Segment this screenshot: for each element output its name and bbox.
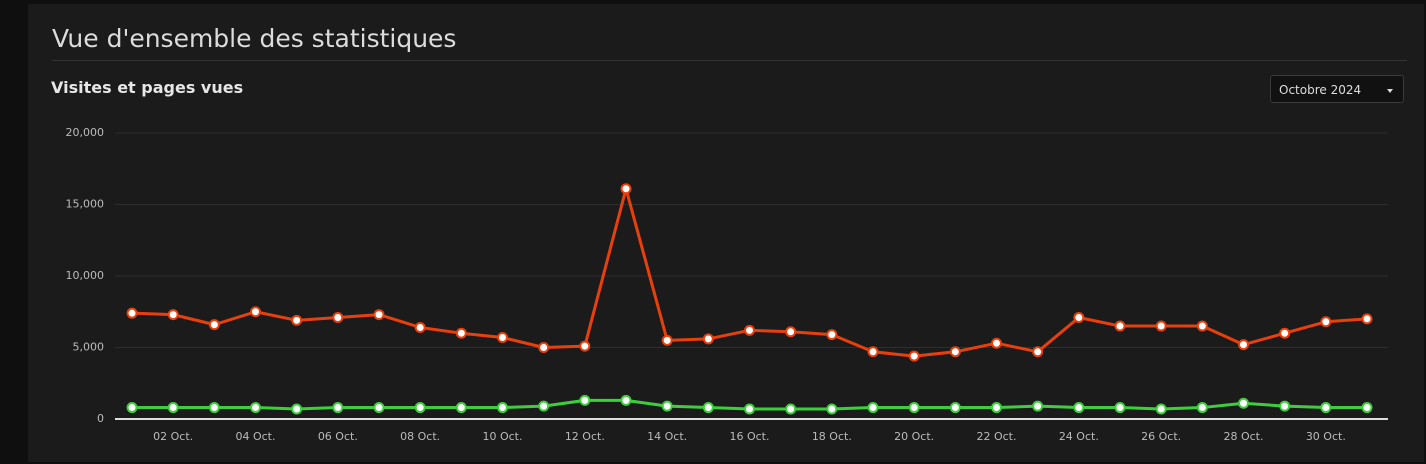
point: [1155, 403, 1167, 415]
point: [373, 402, 385, 414]
x-tick-label: 10 Oct.: [482, 430, 522, 443]
point: [579, 394, 591, 406]
x-tick-label: 24 Oct.: [1059, 430, 1099, 443]
point: [373, 309, 385, 321]
point: [208, 402, 220, 414]
point: [455, 402, 467, 414]
point: [867, 402, 879, 414]
point: [332, 311, 344, 323]
point: [208, 319, 220, 331]
period-select[interactable]: Octobre 2024: [1270, 75, 1404, 103]
x-tick-label: 02 Oct.: [153, 430, 193, 443]
point: [744, 403, 755, 415]
x-tick-label: 14 Oct.: [647, 430, 687, 443]
point: [250, 402, 261, 414]
point: [1361, 313, 1373, 325]
point: [167, 309, 179, 321]
point: [1032, 400, 1044, 412]
point: [867, 346, 879, 358]
x-tick-label: 20 Oct.: [894, 430, 934, 443]
y-tick-label: 5,000: [73, 341, 105, 354]
point: [1196, 320, 1208, 332]
point: [785, 403, 797, 415]
point: [661, 400, 673, 412]
point: [991, 402, 1002, 414]
x-tick-label: 28 Oct.: [1223, 430, 1263, 443]
page-title: Vue d'ensemble des statistiques: [52, 24, 457, 53]
y-tick-label: 20,000: [66, 126, 105, 139]
point: [1073, 402, 1085, 414]
x-tick-label: 04 Oct.: [235, 430, 275, 443]
point: [538, 342, 550, 353]
point: [620, 394, 632, 406]
point: [1114, 402, 1126, 414]
point: [1320, 316, 1332, 328]
y-tick-label: 15,000: [66, 198, 105, 211]
point: [620, 183, 632, 195]
point: [1032, 346, 1044, 358]
point: [1279, 400, 1291, 412]
y-tick-label: 10,000: [66, 269, 105, 282]
x-tick-label: 26 Oct.: [1141, 430, 1181, 443]
point: [702, 402, 714, 414]
point: [579, 340, 591, 352]
x-tick-label: 16 Oct.: [729, 430, 769, 443]
point: [414, 402, 426, 414]
point: [991, 337, 1002, 349]
x-tick-label: 12 Oct.: [565, 430, 605, 443]
point: [1155, 320, 1167, 332]
x-tick-label: 18 Oct.: [812, 430, 852, 443]
y-tick-label: 0: [97, 412, 104, 425]
point: [126, 402, 138, 414]
point: [1238, 339, 1249, 351]
point: [908, 402, 920, 414]
point: [826, 403, 838, 415]
point: [1320, 402, 1332, 414]
point: [167, 402, 179, 414]
point: [661, 334, 673, 346]
point: [538, 400, 550, 412]
x-tick-label: 08 Oct.: [400, 430, 440, 443]
point: [497, 331, 508, 343]
x-tick-label: 06 Oct.: [318, 430, 358, 443]
point: [126, 307, 138, 319]
point: [291, 314, 303, 326]
point: [1361, 402, 1373, 414]
x-tick-label: 22 Oct.: [976, 430, 1016, 443]
chart-title: Visites et pages vues: [51, 78, 244, 97]
point: [1196, 402, 1208, 414]
point: [497, 402, 508, 414]
panel: Vue d'ensemble des statistiques Visites …: [28, 4, 1424, 462]
point: [908, 350, 920, 362]
separator: [52, 60, 1407, 61]
point: [1114, 320, 1126, 332]
x-tick-label: 30 Oct.: [1306, 430, 1346, 443]
point: [250, 306, 261, 318]
point: [414, 321, 426, 333]
point: [949, 346, 961, 358]
point: [455, 327, 467, 339]
point: [1238, 397, 1249, 409]
point: [332, 402, 344, 414]
point: [291, 403, 303, 415]
point: [785, 326, 797, 338]
point: [702, 333, 714, 345]
point: [1073, 311, 1085, 323]
point: [744, 324, 755, 336]
point: [826, 329, 838, 341]
point: [949, 402, 961, 414]
point: [1279, 327, 1291, 339]
